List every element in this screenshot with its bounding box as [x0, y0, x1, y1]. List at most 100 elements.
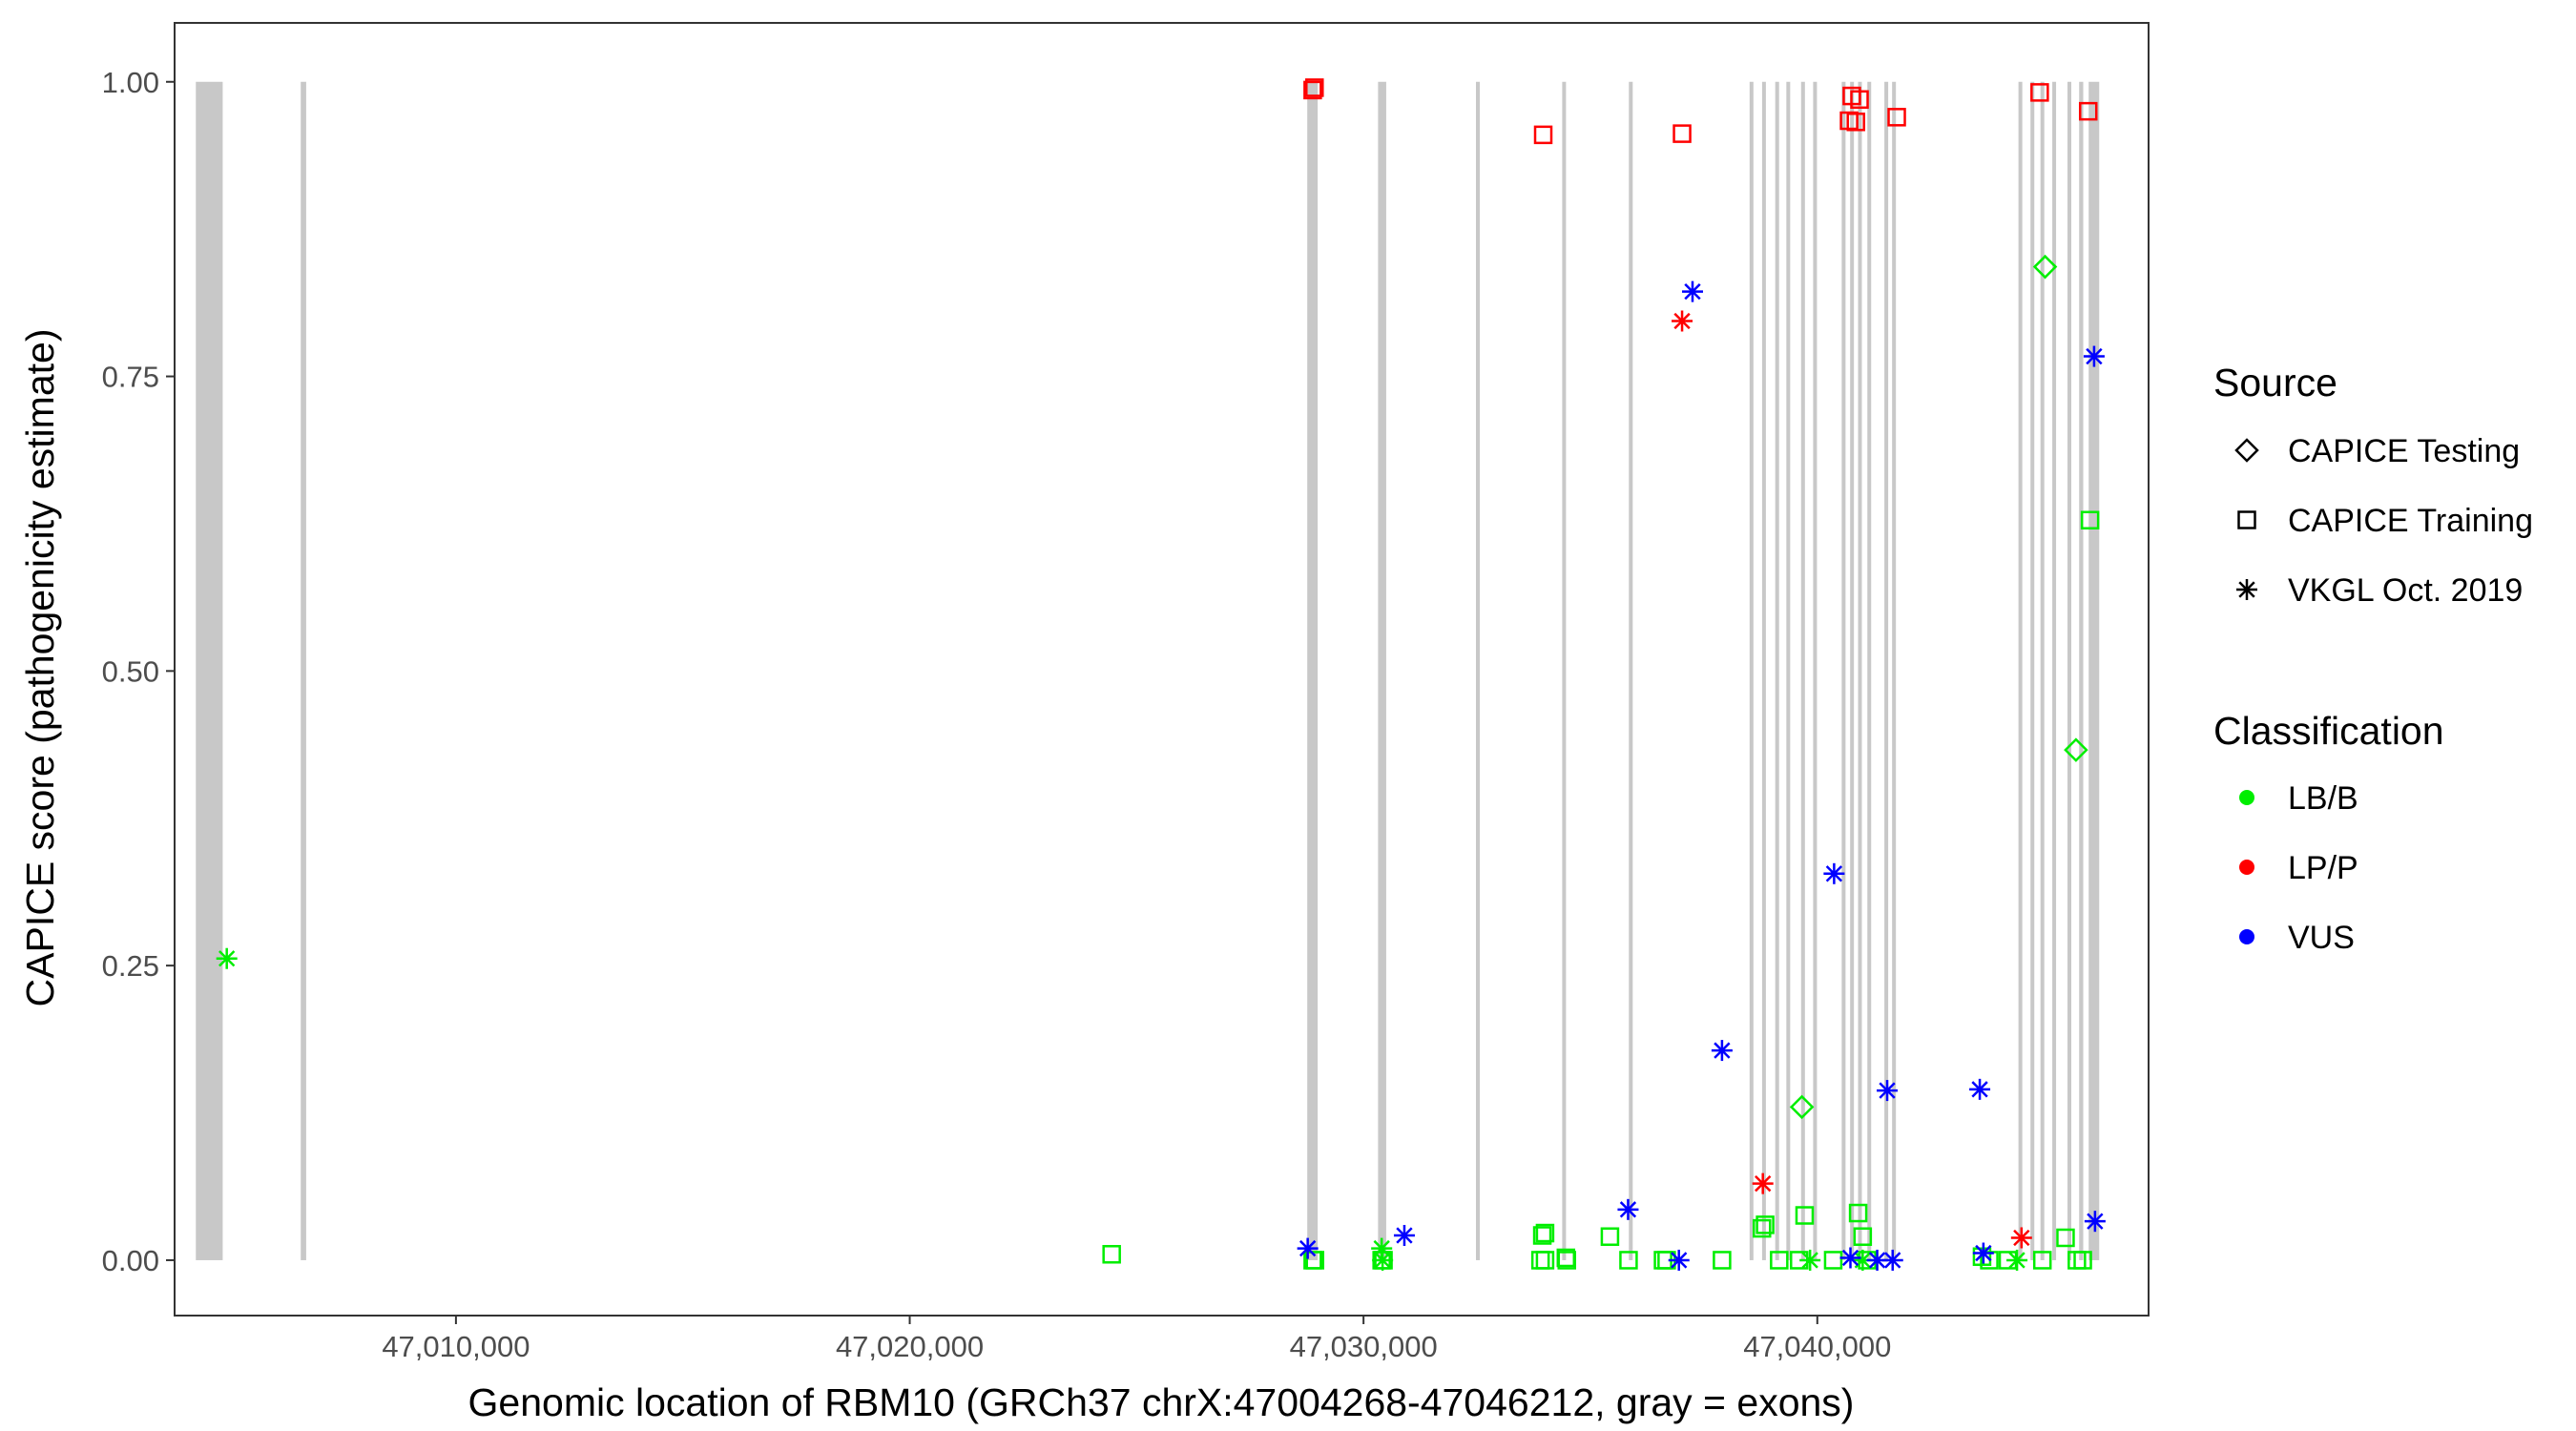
y-axis: 0.00 0.25 0.50 0.75 1.00 [102, 66, 175, 1277]
exon-band [301, 81, 306, 1260]
x-axis: 47,010,000 47,020,000 47,030,000 47,040,000 [382, 1316, 1891, 1363]
exon-band [1629, 81, 1633, 1260]
data-point [1823, 862, 1845, 884]
legend-label: LB/B [2288, 780, 2358, 817]
data-point [2032, 254, 2058, 280]
data-point [1713, 1251, 1732, 1270]
y-tick-label: 0.25 [102, 949, 159, 983]
x-tick-label: 47,030,000 [1290, 1330, 1438, 1363]
plot-panel-border [174, 22, 2150, 1317]
exon-band [1858, 81, 1862, 1260]
exon-band [1867, 81, 1872, 1260]
data-point [1668, 1249, 1690, 1271]
legend-key-diamond [2234, 438, 2259, 463]
legend-label: VUS [2288, 920, 2355, 956]
exon-band [1476, 81, 1481, 1260]
data-point [1823, 1251, 1843, 1270]
data-point [1372, 1249, 1394, 1271]
exon-band [1800, 81, 1805, 1260]
data-point [1795, 1206, 1815, 1225]
y-axis-title: CAPICE score (pathogenicity estimate) [18, 329, 62, 1007]
data-point [1672, 310, 1693, 332]
data-point [1972, 1242, 1994, 1264]
data-point [1617, 1198, 1639, 1220]
data-point [1853, 1227, 1873, 1246]
exon-band [1749, 81, 1754, 1260]
legend-label: LP/P [2288, 850, 2358, 886]
exon-band [1850, 81, 1855, 1260]
data-point [2006, 1249, 2028, 1271]
legend-key-asterisk [2236, 579, 2257, 600]
data-point [1600, 1227, 1620, 1246]
data-point [1881, 1249, 1903, 1271]
data-point [1672, 124, 1692, 143]
legend-key-dot [2239, 860, 2254, 875]
data-point [2010, 1227, 2032, 1249]
data-point [2067, 1251, 2087, 1270]
data-point [1619, 1251, 1638, 1270]
legend-key-dot [2239, 790, 2254, 805]
legend-key-dot [2239, 929, 2254, 944]
exon-band [1378, 81, 1386, 1260]
data-point [1770, 1251, 1789, 1270]
legend-title-source: Source [2213, 361, 2337, 404]
exon-band [2040, 81, 2045, 1260]
exon-band [1307, 81, 1319, 1260]
legend: Source CAPICE Testing CAPICE Training VKGL … [2213, 361, 2533, 956]
data-point [1877, 1080, 1899, 1102]
data-points [216, 78, 2106, 1271]
legend-key-square [2237, 510, 2256, 529]
data-point [1799, 1249, 1821, 1271]
data-point [1681, 280, 1703, 302]
data-point [1535, 1223, 1555, 1243]
data-point [2064, 737, 2088, 762]
data-point [2083, 345, 2105, 367]
data-point [1850, 90, 1869, 110]
exon-bands [196, 81, 2100, 1260]
data-point [1393, 1225, 1415, 1247]
y-tick-label: 1.00 [102, 66, 159, 99]
data-point [2084, 1211, 2106, 1233]
exon-band [2067, 81, 2072, 1260]
exon-band [1562, 81, 1567, 1260]
legend-label: VKGL Oct. 2019 [2288, 572, 2523, 609]
data-point [1533, 125, 1553, 145]
legend-label: CAPICE Testing [2288, 433, 2520, 469]
exon-band [1775, 81, 1779, 1260]
data-point [1711, 1040, 1733, 1062]
data-point [1846, 113, 1865, 132]
exon-band [2030, 81, 2035, 1260]
exon-band [2052, 81, 2057, 1260]
data-point [1297, 1237, 1319, 1259]
data-point [216, 947, 238, 969]
data-point [1755, 1215, 1775, 1234]
data-point [1848, 1203, 1868, 1223]
legend-title-classification: Classification [2213, 709, 2444, 753]
data-point [1887, 108, 1906, 127]
data-point [1305, 1251, 1325, 1270]
exon-band [1761, 81, 1766, 1260]
data-point [2080, 510, 2100, 529]
x-tick-label: 47,020,000 [836, 1330, 984, 1363]
exon-band [2088, 81, 2100, 1260]
data-point [2032, 1251, 2052, 1270]
data-point [2078, 101, 2098, 121]
y-tick-label: 0.75 [102, 361, 159, 394]
data-point [2056, 1228, 2075, 1248]
x-tick-label: 47,010,000 [382, 1330, 530, 1363]
data-point [1969, 1078, 1991, 1100]
x-axis-title: Genomic location of RBM10 (GRCh37 chrX:4… [468, 1380, 1855, 1424]
exon-band [1841, 81, 1846, 1260]
exon-band [1786, 81, 1791, 1260]
data-point [1789, 1094, 1815, 1120]
data-point [1532, 1226, 1552, 1245]
exon-band [1884, 81, 1889, 1260]
data-point [1557, 1251, 1576, 1270]
data-point [1839, 1247, 1861, 1269]
exon-band [2018, 81, 2023, 1260]
data-point [1752, 1172, 1774, 1194]
data-point [1102, 1245, 1121, 1264]
y-tick-label: 0.50 [102, 654, 159, 688]
